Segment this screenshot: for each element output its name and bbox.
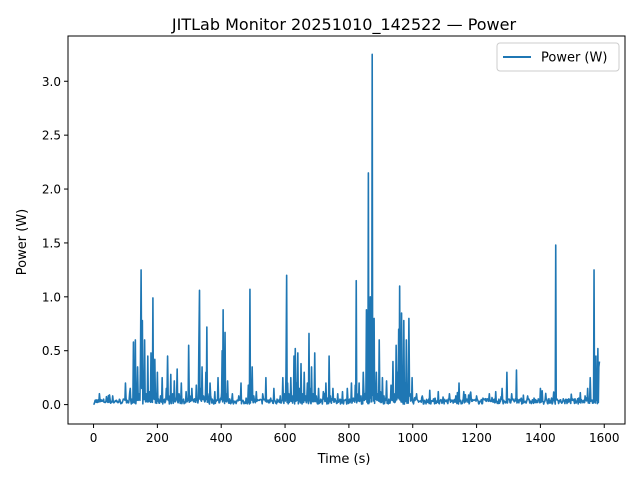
- x-tick-label: 1600: [589, 431, 620, 445]
- chart-title: JITLab Monitor 20251010_142522 — Power: [171, 15, 517, 35]
- x-tick-label: 0: [90, 431, 98, 445]
- y-tick-label: 2.5: [42, 129, 61, 143]
- x-tick-label: 200: [146, 431, 169, 445]
- x-axis: 0 200 400 600 800 1000 1200 1400 1600: [90, 424, 620, 445]
- y-axis: 0.0 0.5 1.0 1.5 2.0 2.5 3.0: [42, 75, 68, 412]
- series-layer: [92, 53, 601, 405]
- x-axis-label: Time (s): [317, 452, 371, 467]
- legend-label: Power (W): [541, 51, 607, 66]
- x-tick-label: 800: [337, 431, 360, 445]
- y-tick-label: 2.0: [42, 183, 61, 197]
- x-tick-label: 1000: [397, 431, 428, 445]
- y-tick-label: 1.0: [42, 290, 61, 304]
- y-tick-label: 1.5: [42, 236, 61, 250]
- y-tick-label: 3.0: [42, 75, 61, 89]
- x-tick-label: 600: [274, 431, 297, 445]
- legend: Power (W): [496, 42, 620, 72]
- x-tick-label: 1200: [461, 431, 492, 445]
- y-axis-label: Power (W): [15, 209, 30, 275]
- axes-frame: [67, 35, 626, 425]
- x-tick-label: 1400: [525, 431, 556, 445]
- series-line-power: [92, 53, 601, 405]
- plot-area: 0 200 400 600 800 1000 1200 1400 1600 0.0 0.5 1.0 1…: [42, 35, 626, 445]
- y-tick-label: 0.0: [42, 398, 61, 412]
- legend-box: [496, 42, 620, 72]
- x-tick-label: 400: [210, 431, 233, 445]
- y-tick-label: 0.5: [42, 344, 61, 358]
